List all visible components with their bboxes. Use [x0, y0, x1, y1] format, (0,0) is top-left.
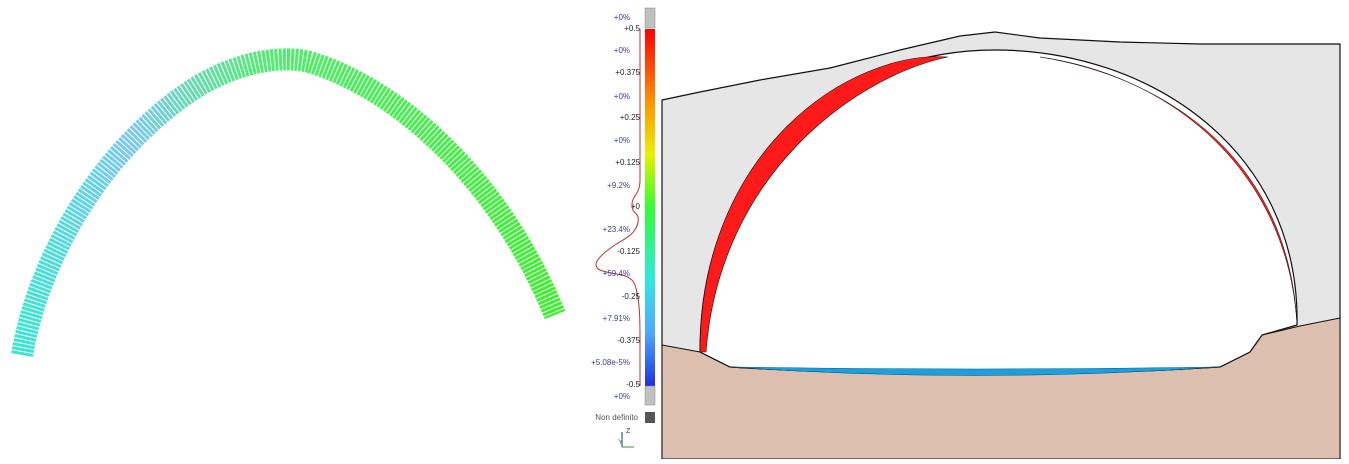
color-scale: [645, 29, 655, 386]
scale-value: +0: [631, 202, 641, 211]
scale-underflow: [645, 386, 655, 405]
axis-z-label: Z: [626, 428, 631, 435]
scale-percent: +59.4%: [603, 269, 630, 278]
scale-percent: +5.08e-5%: [591, 358, 630, 367]
scale-value: -0.125: [617, 247, 640, 256]
undefined-label: Non definito: [595, 413, 638, 422]
page: +0% +0.5 +0% +0.375 +0% +0.25 +0% +0.125…: [0, 0, 1349, 459]
cross-section: [662, 32, 1340, 459]
scale-percent: +9.2%: [607, 181, 630, 190]
axis-y-label: Y: [618, 439, 623, 446]
scale-value: +0.125: [615, 158, 640, 167]
scale-percent: +0%: [614, 13, 630, 22]
viewer: +0% +0.5 +0% +0.375 +0% +0.25 +0% +0.125…: [0, 0, 1349, 459]
scale-value: +0.5: [624, 24, 640, 33]
scale-overflow: [645, 8, 655, 28]
scale-percent: +23.4%: [603, 225, 630, 234]
scale-percent: +0%: [614, 92, 630, 101]
scale-value: -0.375: [617, 336, 640, 345]
scale-percent: +0%: [614, 46, 630, 55]
scale-percent: +7.91%: [603, 314, 630, 323]
scale-percent: +0%: [614, 136, 630, 145]
point-cloud-arch: [22, 59, 555, 355]
scale-value: -0.25: [622, 292, 641, 301]
scale-value: -0.5: [626, 380, 640, 389]
undefined-swatch: [645, 412, 655, 423]
scale-value: +0.375: [615, 68, 640, 77]
scale-percent: +0%: [614, 392, 630, 401]
scale-value: +0.25: [620, 113, 641, 122]
